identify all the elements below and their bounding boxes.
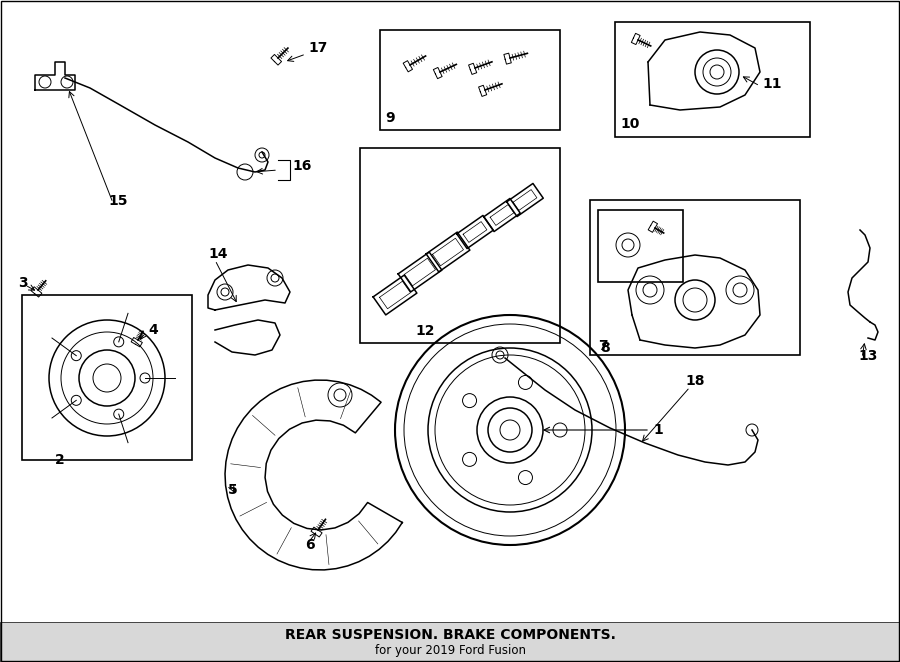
Text: 12: 12 <box>415 324 435 338</box>
Bar <box>615 22 810 137</box>
Text: REAR SUSPENSION. BRAKE COMPONENTS.: REAR SUSPENSION. BRAKE COMPONENTS. <box>284 628 616 641</box>
Text: 16: 16 <box>292 159 311 173</box>
Bar <box>360 148 560 343</box>
Text: 14: 14 <box>208 247 228 261</box>
Text: 6: 6 <box>305 538 315 552</box>
Text: 7: 7 <box>598 339 608 353</box>
Text: 18: 18 <box>685 374 705 388</box>
Bar <box>598 210 683 282</box>
Bar <box>0 622 900 662</box>
Bar <box>380 30 560 130</box>
Text: 5: 5 <box>228 483 238 497</box>
Text: 10: 10 <box>620 117 639 131</box>
Text: 8: 8 <box>600 341 610 355</box>
Text: 11: 11 <box>762 77 781 91</box>
Text: 4: 4 <box>148 323 157 337</box>
Text: 3: 3 <box>18 276 28 290</box>
Text: 15: 15 <box>108 194 128 208</box>
Text: 2: 2 <box>55 453 65 467</box>
Text: 1: 1 <box>653 423 662 437</box>
Bar <box>22 295 192 460</box>
Text: for your 2019 Ford Fusion: for your 2019 Ford Fusion <box>374 644 526 657</box>
Text: 17: 17 <box>308 41 328 55</box>
Text: 13: 13 <box>858 349 878 363</box>
Bar <box>590 200 800 355</box>
Text: 9: 9 <box>385 111 394 125</box>
